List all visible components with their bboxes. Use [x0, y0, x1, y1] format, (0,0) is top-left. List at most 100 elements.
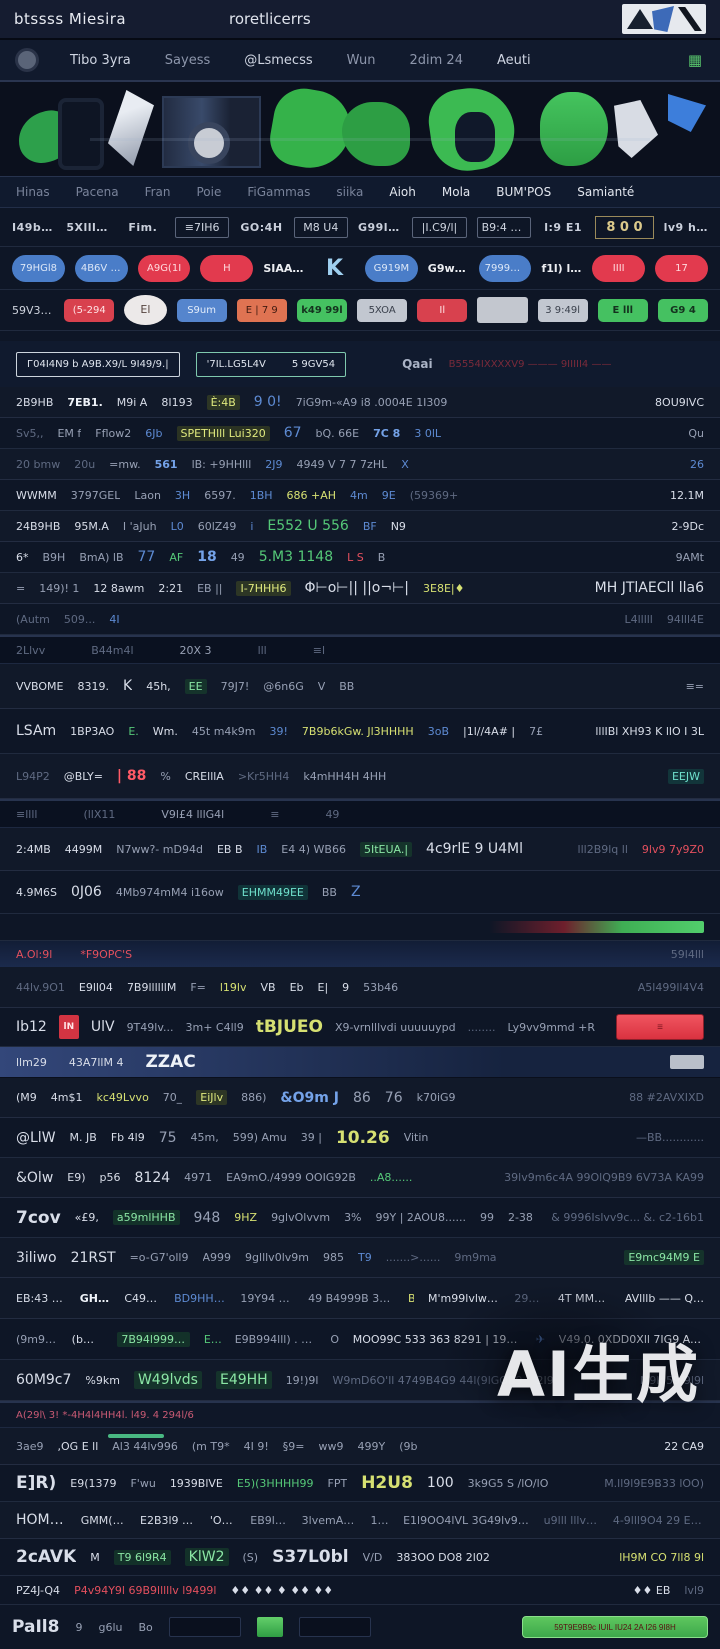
filter-tab-primary[interactable]: Г04I4N9 b A9B.X9/L 9I49/9.|: [16, 351, 180, 377]
table-row[interactable]: E]R) E9(1379 F'wu 1939BlVE E5)(3HHHH99 FPT H2U…: [0, 1465, 720, 1502]
section-header-summary[interactable]: 2Llvv B44m4l 20X 3 lll ≡l: [0, 635, 720, 664]
cell: 4949 V 7 7 7zHL: [296, 457, 388, 471]
table-row[interactable]: 3iliwo 21RST =o-G7'oll9 A999 9glllv0lv9m 985 T…: [0, 1238, 720, 1278]
table-row[interactable]: &Olw E9) p56 8124 4971 EA9mO./4999 OOIG92B ..A…: [0, 1158, 720, 1198]
table-row[interactable]: (M9 4m$1 kc49Lvvo 70_ EiJlv 886) &O9m J 86 76 k70…: [0, 1078, 720, 1118]
cell: (M9: [16, 1091, 37, 1104]
table-row[interactable]: 20 bmw 20u =mw. 561 lB: +9HHlll 2J9 4949 V 7 7…: [0, 449, 720, 480]
partner-logo[interactable]: ≡7IH6: [174, 216, 230, 238]
table-row[interactable]: 2cAVK M T9 6l9R4 KlW2 (S) S37L0bl V/D 383OO DO8…: [0, 1539, 720, 1576]
cell: E49HH: [215, 1371, 272, 1389]
oval-badge[interactable]: G919M: [364, 254, 418, 282]
table-row[interactable]: LSAm 1BP3AO E. Wm. 45t m4k9m 39! 7B9b6kGw. Jl3…: [0, 709, 720, 754]
nav-item-1[interactable]: Sayess: [164, 52, 211, 68]
table-row[interactable]: 60M9c7 %9km W49lvds E49HH 19!)9l W9mD6O'll 47…: [0, 1360, 720, 1401]
banner-art-blob: [455, 112, 495, 162]
nav-item-0[interactable]: Tibo 3yra: [70, 52, 131, 68]
table-row[interactable]: 4.9M6S 0J06 4Mb974mM4 i16ow EHMM49EE BB Z: [0, 871, 720, 914]
oval-badge[interactable]: SIAA W4EU Nte: [263, 261, 304, 275]
section-header-market[interactable]: ≡llll (llX11 V9l£4 lllG4l ≡ 49: [0, 799, 720, 828]
cell: 24B9HB: [16, 519, 61, 533]
table-row[interactable]: WWMM 3797GEL Laon 3H 6597. 1BH 686 +AH 4m 9E (593…: [0, 480, 720, 511]
chip-badge[interactable]: Il: [417, 298, 468, 322]
table-row[interactable]: L94P2 @BLY= | 88% CRElllA >Kr5HH4 k4mHH4H 4HH…: [0, 754, 720, 799]
chip-badge[interactable]: 59V3(99: [12, 303, 55, 317]
cell: GHHM: [79, 1291, 111, 1305]
table-row[interactable]: (9m949 (bmm 7B94l99949 E% E9B994lll) . O+ O MO…: [0, 1319, 720, 1360]
table-row[interactable]: 24B9HB 95M.A I 'aJuh L0 60lZ49 i E552 U 556 BF N…: [0, 511, 720, 542]
category-item-9[interactable]: Samianté: [577, 185, 635, 199]
oval-badge[interactable]: A9G(1I: [137, 254, 191, 282]
partner-logo[interactable]: |I.C9/l|: [412, 216, 467, 238]
category-item-8[interactable]: BUM'POS: [496, 185, 552, 199]
partner-logo[interactable]: GO:4H: [240, 220, 283, 234]
oval-badge[interactable]: 4B6V 0m: [74, 254, 128, 282]
table-row[interactable]: HOM9E GMM(13 E2B3l9 6V 'Ocw EB9lvo 3lvemA9E 1F…: [0, 1502, 720, 1539]
category-item-7[interactable]: Mola: [441, 185, 471, 199]
partner-logo[interactable]: Fim.: [128, 220, 158, 234]
table-row[interactable]: (Autm 509... 4I L4lllll 94lll4E: [0, 604, 720, 635]
chip-badge[interactable]: El: [124, 295, 167, 325]
chip-badge[interactable]: E lll: [597, 298, 648, 322]
nav-item-5[interactable]: Aeuti: [496, 52, 531, 68]
table-row[interactable]: 6* B9H BmA) lB 77 AF 18 49 5.M3 1148 L S B 9AMt: [0, 542, 720, 573]
nav-item-3[interactable]: Wun: [346, 52, 376, 68]
cell: 9E: [381, 488, 396, 502]
oval-badge[interactable]: 799999m: [478, 254, 532, 282]
partner-logo[interactable]: M8 U4: [293, 216, 348, 238]
cell: 7C 8: [373, 426, 401, 440]
chip-badge[interactable]: G9 4: [657, 298, 709, 322]
watch-icon-row[interactable]: 44lv.9O1 E9ll04 7B9llllllM F= l19lv VB Eb E| 9 53…: [0, 967, 720, 1008]
chip-badge[interactable]: k49 99l: [296, 298, 348, 322]
oval-badge[interactable]: IIII: [592, 254, 646, 282]
chip-badge[interactable]: 3 9:49l: [537, 298, 588, 322]
user-avatar-icon[interactable]: [18, 51, 36, 69]
nav-item-4[interactable]: 2dim 24: [409, 52, 463, 68]
filter-tab-secondary[interactable]: '7IL.LG5L4V 5 9GV54: [195, 351, 347, 377]
oval-badge[interactable]: H: [200, 254, 254, 282]
chip-badge[interactable]: [477, 297, 528, 323]
oval-badge[interactable]: G9wlk4: [427, 261, 469, 275]
category-item-6[interactable]: Aioh: [389, 185, 416, 199]
confirm-button-green[interactable]: 59T9E9B9c IUIL IU24 2A I26 9I8H: [522, 1616, 708, 1638]
table-row[interactable]: VVBOME 8319. K 45h, EE 79J7! @6n6G V BB ≡=: [0, 664, 720, 709]
category-item-3[interactable]: Poie: [196, 185, 222, 199]
table-row[interactable]: = 149)! 1 12 8awm 2:21 EB || I-7HHH6 Φ⊢o⊢|| ||…: [0, 573, 720, 604]
nav-item-2[interactable]: @Lsmecss: [244, 52, 313, 68]
action-button-red[interactable]: ≡: [616, 1014, 704, 1040]
chip-badge[interactable]: 5XOA: [357, 298, 408, 322]
oval-badge[interactable]: 79HGl8: [12, 254, 65, 282]
chip-badge[interactable]: E | 7 9: [236, 298, 287, 322]
category-item-4[interactable]: FiGammas: [247, 185, 311, 199]
highlight-strip[interactable]: llm29 43A7llM 4 ZZAC: [0, 1047, 720, 1078]
table-row[interactable]: Ib12 lN UlV 9T49lv... 3m+ C4ll9 tBJUEO X…: [0, 1008, 720, 1047]
partner-logo[interactable]: 8 0 0: [595, 215, 654, 239]
table-row[interactable]: 2:4MB 4499M N7ww?- mD94d EB B IB E4 4) WB66 5I…: [0, 828, 720, 871]
chip-badge[interactable]: (5-294: [64, 298, 115, 322]
category-item-1[interactable]: Pacena: [75, 185, 119, 199]
category-item-2[interactable]: Fran: [144, 185, 171, 199]
oval-badge[interactable]: K: [326, 255, 344, 281]
table-row[interactable]: 2B9HB 7EB1. M9i A 8I193 È:4B 9 0! 7iG9m-«A9 i8…: [0, 387, 720, 418]
cell: lH9M CO 7ll8 9l: [619, 1550, 704, 1564]
chip-badge[interactable]: S9um: [176, 298, 227, 322]
table-row[interactable]: @LlW M. JB Fb 4l9 75 45m, 599) Amu 39 | 10.26 Vi…: [0, 1118, 720, 1158]
apps-grid-icon[interactable]: ▦: [687, 51, 702, 69]
partner-logo[interactable]: 5Xlll W3w: [66, 220, 110, 234]
partner-logo[interactable]: l:9 E1: [544, 220, 583, 234]
partner-logo[interactable]: G99lV G8bl6: [357, 220, 402, 234]
cell: EA9mO./4999 OOIG92B: [226, 1171, 356, 1184]
site-logo[interactable]: [622, 4, 706, 34]
table-row[interactable]: Sv5,, EM f Fflow2 6Jb SPETHlll Lui320 67 bQ. 6…: [0, 418, 720, 449]
partner-logo[interactable]: B9:4 ≡Hl: [476, 216, 531, 238]
table-row[interactable]: 7cov «£9, a59mlHHB 948 9HZ 9glvOlvvm 3% 99Y | 2…: [0, 1198, 720, 1238]
partner-logo[interactable]: lv9 hI 7ll B6999: [663, 220, 708, 234]
hero-banner[interactable]: [0, 82, 720, 177]
cell: Z: [350, 884, 361, 900]
table-row[interactable]: EB:43 |# 4I GHHM C49T9M BD9HHHHM 19Y94 C-3.2…: [0, 1278, 720, 1319]
partner-logo[interactable]: I49b56: [12, 220, 57, 234]
oval-badge[interactable]: f1l) lE 3949: [541, 261, 582, 275]
category-item-0[interactable]: Hinas: [16, 185, 50, 199]
oval-badge[interactable]: 17: [655, 254, 708, 282]
category-item-5[interactable]: siika: [336, 185, 364, 199]
